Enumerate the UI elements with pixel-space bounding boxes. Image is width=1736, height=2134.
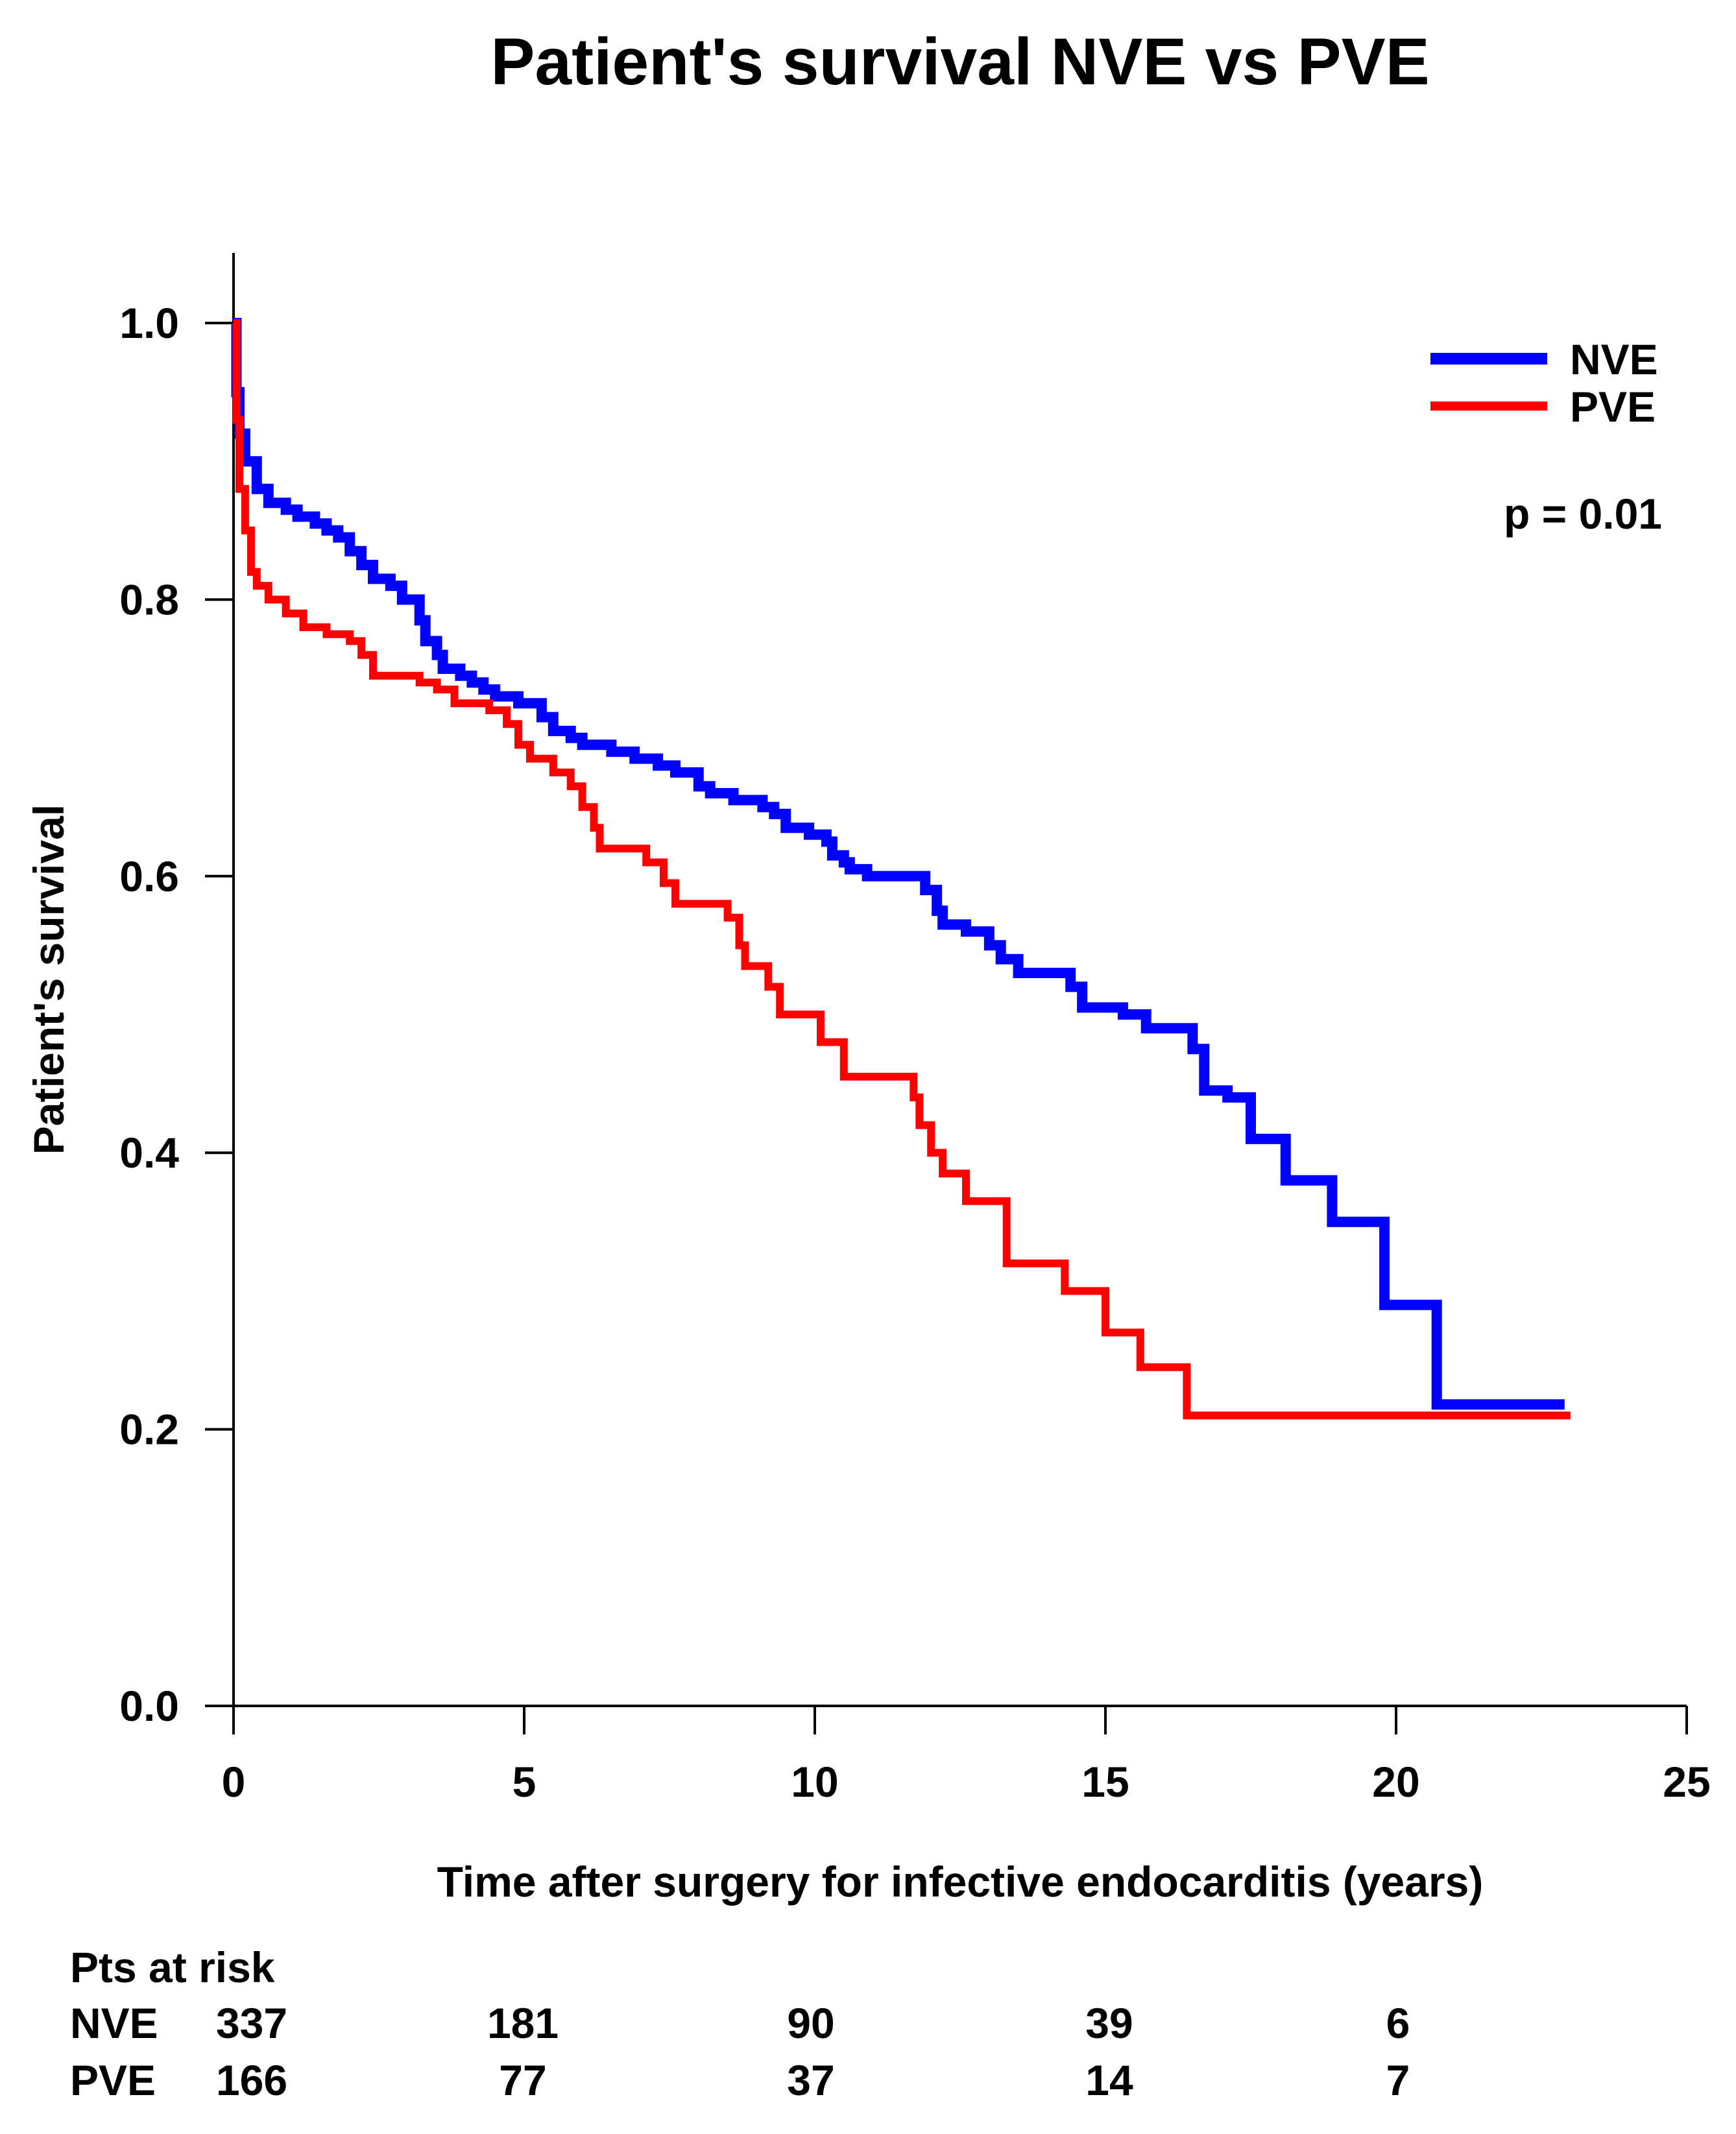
- y-axis-ticks: 0.0 0.2 0.4 0.6 0.8 1.0: [119, 299, 234, 1730]
- at-risk-values-pve: 166 77 37 14 7: [216, 2056, 1410, 2104]
- at-risk-table: Pts at risk NVE PVE 337 181 90 39 6 166 …: [70, 1943, 1410, 2104]
- y-tick-label: 0.6: [119, 852, 179, 900]
- at-risk-pve-t0: 166: [216, 2056, 287, 2104]
- x-tick-label: 25: [1663, 1758, 1710, 1806]
- x-tick-label: 20: [1372, 1758, 1419, 1806]
- x-tick-label: 0: [222, 1758, 246, 1806]
- y-tick-label: 1.0: [119, 299, 179, 347]
- series-line-pve: [232, 319, 1571, 1420]
- x-tick-label: 5: [512, 1758, 536, 1806]
- at-risk-pve-t15: 14: [1085, 2056, 1133, 2104]
- at-risk-nve-t0: 337: [216, 1999, 287, 2047]
- legend: NVE PVE: [1430, 335, 1658, 431]
- at-risk-nve-t20: 6: [1386, 1999, 1410, 2047]
- y-axis-label: Patient's survival: [25, 804, 73, 1155]
- chart-title: Patient's survival NVE vs PVE: [490, 25, 1429, 99]
- y-tick-label: 0.8: [119, 575, 179, 623]
- plot-area: 0.0 0.2 0.4 0.6 0.8 1.0 0 5 10 15 20 25: [119, 253, 1711, 1806]
- series-lines: [231, 318, 1571, 1420]
- at-risk-row-label-pve: PVE: [70, 2056, 156, 2104]
- y-tick-label: 0.0: [119, 1682, 179, 1730]
- at-risk-header: Pts at risk: [70, 1943, 275, 1991]
- at-risk-nve-t5: 181: [487, 1999, 559, 2047]
- at-risk-nve-t10: 90: [787, 1999, 834, 2047]
- x-tick-label: 15: [1081, 1758, 1129, 1806]
- x-axis-ticks: 0 5 10 15 20 25: [222, 1706, 1711, 1806]
- legend-label-pve: PVE: [1570, 383, 1656, 431]
- x-tick-label: 10: [791, 1758, 838, 1806]
- y-tick-label: 0.4: [119, 1129, 179, 1177]
- at-risk-pve-t5: 77: [499, 2056, 546, 2104]
- legend-label-nve: NVE: [1570, 335, 1658, 383]
- at-risk-row-label-nve: NVE: [70, 1999, 158, 2047]
- p-value-annotation: p = 0.01: [1504, 490, 1662, 538]
- x-axis-label: Time after surgery for infective endocar…: [437, 1858, 1484, 1906]
- y-tick-label: 0.2: [119, 1406, 179, 1454]
- at-risk-values-nve: 337 181 90 39 6: [216, 1999, 1410, 2047]
- at-risk-pve-t10: 37: [787, 2056, 834, 2104]
- series-line-nve: [231, 318, 1565, 1410]
- at-risk-pve-t20: 7: [1386, 2056, 1410, 2104]
- at-risk-nve-t15: 39: [1085, 1999, 1133, 2047]
